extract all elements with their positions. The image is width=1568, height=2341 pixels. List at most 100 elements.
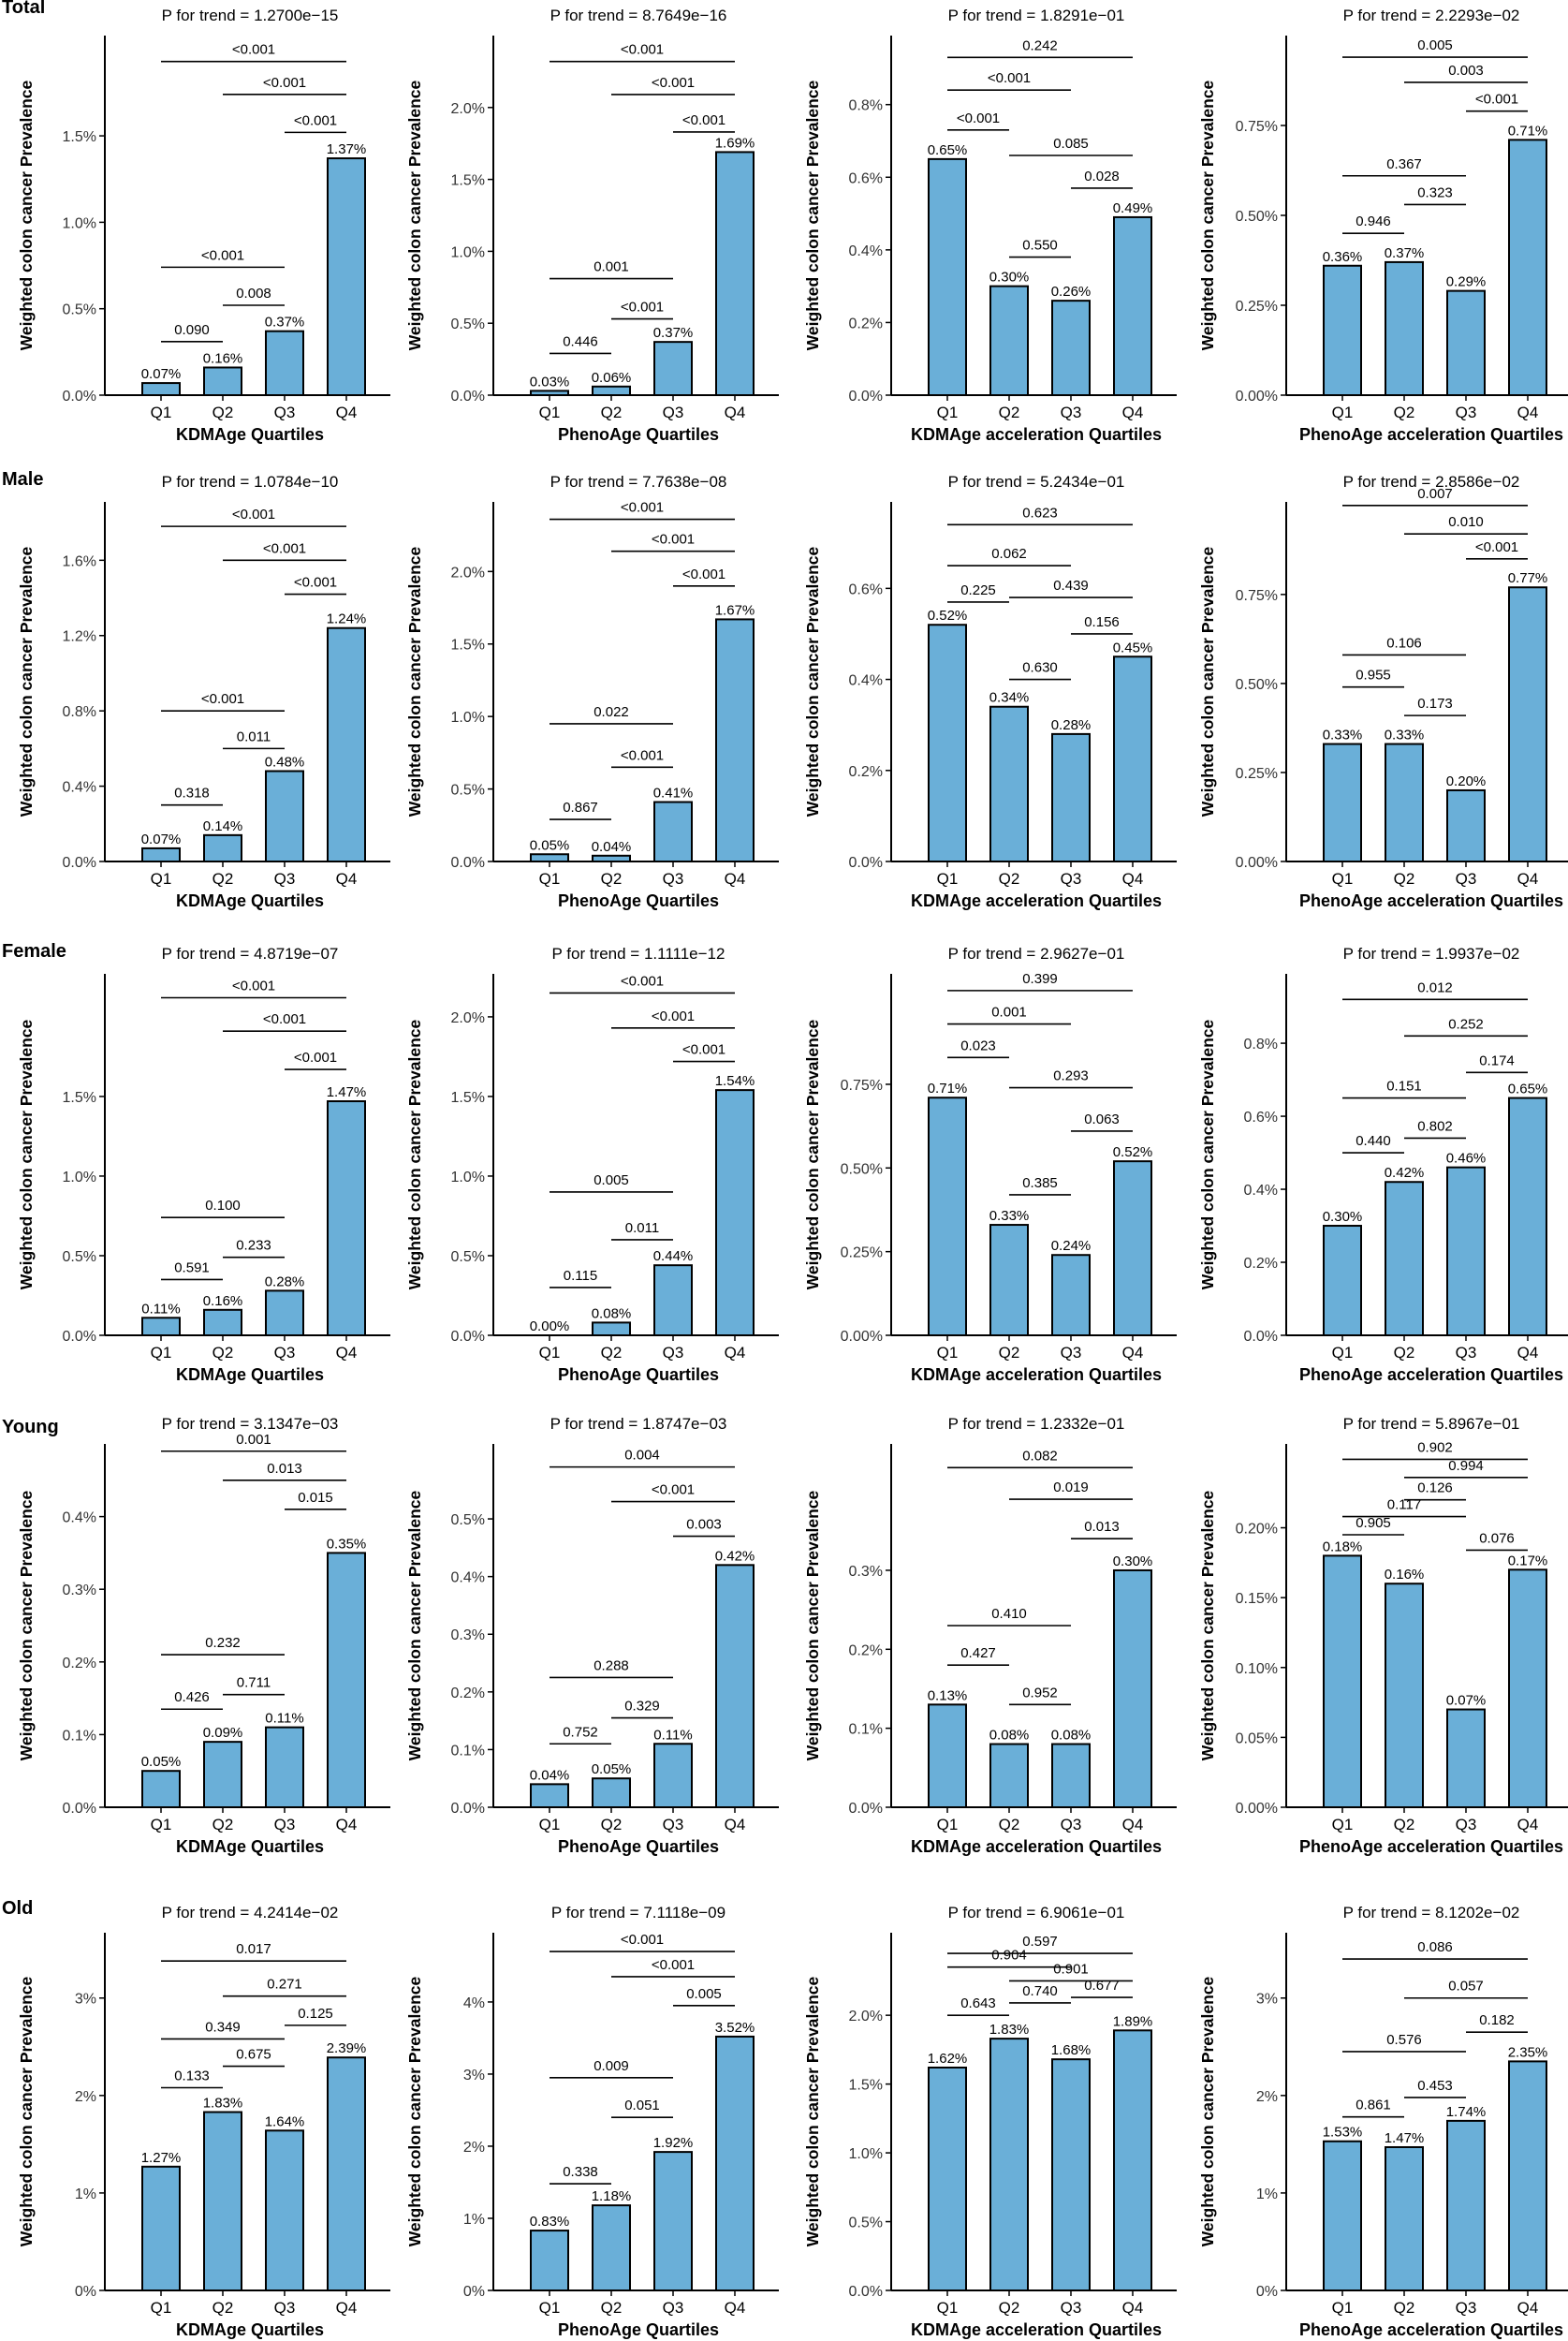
comparison-p-label: <0.001 [232,507,275,523]
bar-value-label: 0.04% [592,839,632,855]
bar-value-label: 0.77% [1508,570,1548,586]
bar-value-label: 0.52% [1113,1144,1153,1160]
bar-value-label: 0.37% [1385,245,1425,261]
x-tick-label: Q4 [1517,1344,1539,1362]
bar-value-label: 0.29% [1446,274,1487,290]
bar-value-label: 0.16% [1385,1567,1425,1583]
x-tick-label: Q3 [274,404,296,421]
y-tick-label: 0.0% [63,855,96,871]
bar-value-label: 0.41% [653,786,694,802]
x-tick-label: Q2 [1394,1816,1415,1833]
x-tick-label: Q2 [601,1344,623,1362]
y-tick-label: 0.8% [63,704,96,720]
bar-Q3 [1446,2119,1486,2291]
y-axis-title: Weighted colon cancer Prevalence [1198,1976,1217,2246]
bar-Q1 [141,1770,181,1808]
x-axis-title: PhenoAge Quartiles [558,1837,719,1856]
y-tick-label: 0.25% [1236,766,1278,782]
bar-value-label: 1.53% [1323,2125,1363,2141]
bar-Q1 [1323,2140,1362,2291]
bar-value-label: 0.08% [989,1728,1030,1744]
comparison-p-label: <0.001 [201,691,244,707]
comparison-p-label: 0.550 [1022,238,1058,254]
comparison-p-label: <0.001 [682,112,725,128]
bar-value-label: 1.47% [327,1084,367,1100]
y-tick-label: 1.5% [451,1090,485,1106]
comparison-p-label: 0.338 [563,2164,598,2180]
x-tick-label: Q3 [663,404,684,421]
bar-Q3 [265,770,304,862]
bar-Q3 [1446,289,1486,397]
comparison-p-label: 0.323 [1417,184,1453,200]
p-trend-label: P for trend = 6.9061e−01 [948,1904,1125,1921]
bar-Q4 [327,2056,366,2292]
x-axis-title: KDMAge Quartiles [176,891,324,910]
comparison-p-label: 0.446 [563,333,598,349]
bar-value-label: 0.37% [653,325,694,341]
x-tick-label: Q3 [274,1816,296,1833]
y-tick-label: 0.75% [1236,588,1278,604]
comparison-p-label: 0.106 [1386,635,1422,651]
x-axis-title: KDMAge acceleration Quartiles [911,425,1162,444]
bar-value-label: 0.20% [1446,773,1487,789]
comparison-p-label: 0.011 [237,729,271,744]
comparison-p-label: 0.904 [991,1948,1027,1964]
comparison-p-label: 0.576 [1386,2032,1422,2048]
bar-Q4 [1113,2029,1152,2292]
comparison-p-label: <0.001 [652,1957,695,1973]
bar-Q2 [989,2038,1029,2292]
x-axis-title: PhenoAge acceleration Quartiles [1299,1365,1563,1384]
bar-value-label: 0.24% [1051,1238,1092,1254]
y-tick-label: 0.1% [451,1743,485,1759]
panel-young-1: P for trend = 3.1347e−03 0.0% 0.1% 0.2% 0.3%… [17,1415,390,1856]
y-tick-label: 0.5% [63,302,96,318]
x-tick-label: Q1 [151,2299,172,2317]
y-tick-label: 1.5% [63,129,96,145]
comparison-p-label: 0.085 [1053,136,1089,152]
y-tick-label: 0.00% [1236,855,1278,871]
x-tick-label: Q3 [663,1344,684,1362]
panel-young-2: P for trend = 1.8747e−03 0.0% 0.1% 0.2% 0.3%… [405,1415,779,1856]
bar-value-label: 0.14% [203,818,243,834]
panel-total-2: P for trend = 8.7649e−16 0.0% 0.5% 1.0% 1.5%… [405,7,779,444]
x-tick-label: Q4 [1122,404,1144,421]
comparison-p-label: 0.288 [593,1657,629,1673]
y-tick-label: 0.6% [849,582,883,597]
x-tick-label: Q3 [274,870,296,888]
comparison-p-label: <0.001 [1475,92,1518,108]
comparison-p-label: 0.022 [593,704,629,720]
row-label-female: Female [2,941,66,962]
y-tick-label: 0.5% [849,2216,883,2231]
bar-value-label: 1.64% [265,2113,305,2129]
x-tick-label: Q1 [1332,1816,1354,1833]
p-trend-label: P for trend = 1.9937e−02 [1343,945,1520,963]
bar-value-label: 0.05% [592,1761,632,1777]
y-axis-title: Weighted colon cancer Prevalence [1198,1490,1217,1760]
comparison-p-label: 0.861 [1356,2098,1391,2113]
comparison-p-label: 0.905 [1356,1515,1391,1531]
x-axis-title: PhenoAge acceleration Quartiles [1299,425,1563,444]
bar-value-label: 0.28% [1051,717,1092,733]
comparison-p-label: 0.740 [1022,1983,1058,1999]
x-tick-label: Q3 [274,2299,296,2317]
y-tick-label: 0.0% [849,2284,883,2300]
bar-Q3 [265,1289,304,1337]
bar-value-label: 0.08% [592,1305,632,1321]
y-axis-title: Weighted colon cancer Prevalence [1198,1019,1217,1289]
y-tick-label: 1.5% [451,173,485,189]
y-axis-title: Weighted colon cancer Prevalence [1198,80,1217,350]
panel-female-3: P for trend = 2.9627e−01 0.00% 0.25% 0.50% 0… [803,945,1177,1384]
bar-Q4 [327,157,366,396]
y-axis-title: Weighted colon cancer Prevalence [17,1490,36,1760]
x-axis-title: KDMAge Quartiles [176,1837,324,1856]
bar-Q4 [327,1552,366,1809]
x-tick-label: Q4 [725,404,746,421]
x-axis-title: PhenoAge acceleration Quartiles [1299,1837,1563,1856]
x-tick-label: Q2 [999,870,1020,888]
bar-Q3 [1051,732,1091,863]
comparison-p-label: 0.597 [1022,1934,1058,1950]
bar-value-label: 1.18% [592,2188,632,2204]
bar-Q2 [592,1321,631,1337]
bar-value-label: 0.37% [265,315,305,331]
comparison-p-label: 0.011 [625,1220,659,1236]
